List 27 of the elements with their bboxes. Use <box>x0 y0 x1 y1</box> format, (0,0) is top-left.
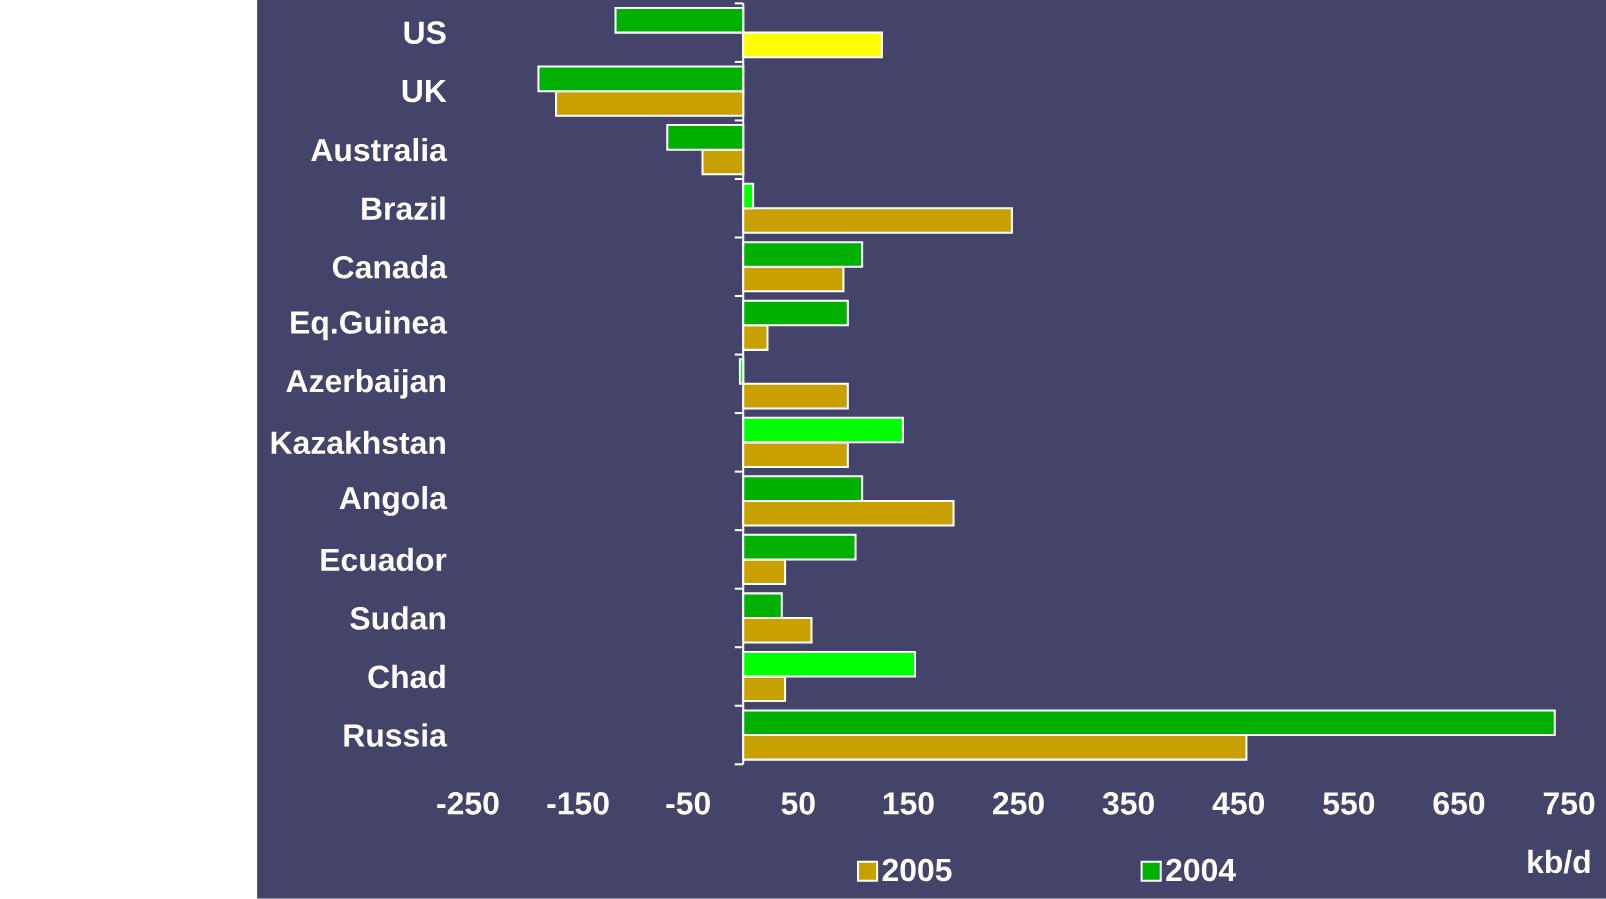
x-tick-label: -250 <box>437 792 499 815</box>
x-axis-title: kb/d <box>1528 850 1590 874</box>
x-tick-label: -50 <box>666 792 710 815</box>
x-tick-label: 450 <box>1212 792 1265 815</box>
x-tick-label: 750 <box>1543 792 1595 815</box>
x-tick-label: 650 <box>1433 792 1485 815</box>
x-tick-label: 550 <box>1323 792 1375 815</box>
y-tick-label: Australia <box>311 138 448 162</box>
x-tick-label: 50 <box>781 792 815 815</box>
y-tick-label: Kazakhstan <box>271 430 445 455</box>
x-tick-label: 250 <box>993 792 1044 815</box>
y-tick-label: Azerbaijan <box>286 369 445 399</box>
y-tick-label: Ecuador <box>321 547 447 572</box>
y-tick-label: Brazil <box>362 196 445 221</box>
y-tick-label: Eq.Guinea <box>291 310 448 341</box>
y-tick-label: Chad <box>368 664 445 689</box>
legend-label: 2005 <box>882 858 952 882</box>
y-tick-label: Sudan <box>350 606 445 630</box>
y-tick-label: UK <box>402 80 447 103</box>
x-tick-label: 350 <box>1102 792 1154 815</box>
y-tick-label: US <box>404 21 446 45</box>
y-tick-label: Canada <box>332 255 448 279</box>
x-tick-label: 150 <box>883 792 934 815</box>
x-tick-label: -150 <box>547 792 609 815</box>
y-tick-label: Angola <box>339 486 448 517</box>
legend-label: 2004 <box>1166 858 1236 882</box>
y-tick-label: Russia <box>344 723 448 747</box>
